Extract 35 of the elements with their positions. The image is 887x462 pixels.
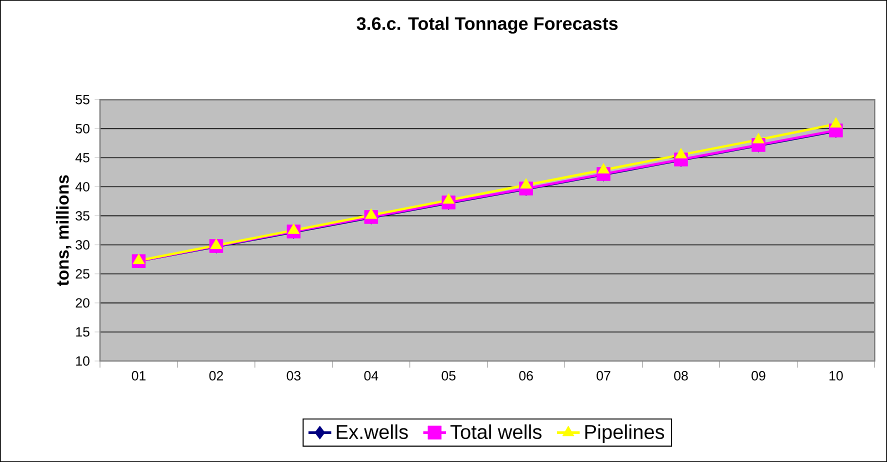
point [132,254,145,264]
x-tick-label: 02 [209,371,223,380]
point [675,148,687,158]
x-tick-label: 05 [442,371,456,380]
x-tick-label: 06 [519,371,533,380]
legend-label: Pipelines [585,424,664,443]
x-tick-label: 08 [674,371,688,380]
legend-label: Total wells [450,424,542,440]
y-tick-label: 55 [76,95,90,104]
y-tick-label: 10 [76,356,90,366]
y-tick-label: 40 [75,182,90,192]
point [598,163,610,174]
point [520,178,532,189]
y-axis-title: tons, millions [56,175,72,286]
y-tick-label: 15 [76,327,90,337]
point [442,193,455,204]
legend-label: Ex.wells [336,424,408,440]
x-tick-label: 10 [830,371,843,380]
y-tick-label: 50 [76,124,90,134]
point [752,132,764,144]
x-tick-label: 03 [286,371,301,380]
x-tick-label: 01 [132,371,146,380]
point [288,223,300,234]
point [365,208,378,219]
y-tick-label: 35 [76,211,90,221]
x-tick-label: 09 [752,371,766,380]
y-tick-label: 25 [76,269,90,279]
x-tick-label: 07 [596,371,610,380]
point [210,238,222,249]
y-tick-label: 20 [76,298,90,308]
point [830,117,842,128]
x-tick-label: 04 [364,371,378,380]
y-tick-label: 45 [75,153,90,162]
chart-title: 3.6.c. Total Tonnage Forecasts [356,16,618,34]
y-tick-label: 30 [76,240,90,250]
